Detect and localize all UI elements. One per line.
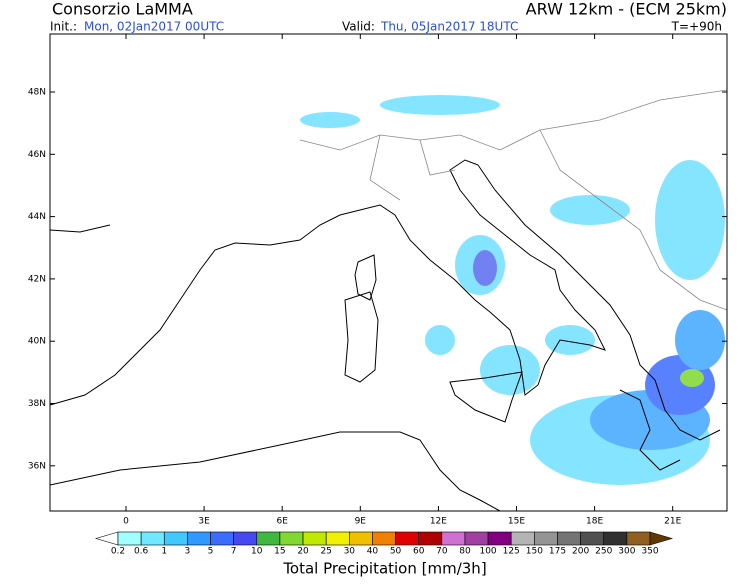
lon-label: 21E — [664, 517, 681, 527]
colorbar-box — [441, 531, 466, 546]
colorbar-box — [163, 531, 188, 546]
colorbar-arrow — [94, 531, 119, 546]
colorbar-label: 350 — [641, 547, 658, 557]
colorbar-label: 300 — [618, 547, 635, 557]
colorbar-label: 10 — [251, 547, 263, 557]
colorbar-box — [279, 531, 304, 546]
colorbar-label: 100 — [479, 547, 496, 557]
colorbar-box — [140, 531, 165, 546]
lat-label: 46N — [28, 150, 46, 160]
lon-label: 15E — [508, 517, 525, 527]
lon-label: 12E — [430, 517, 447, 527]
colorbar-label: 15 — [274, 547, 285, 557]
colorbar-label: 250 — [595, 547, 612, 557]
colorbar-box — [418, 531, 443, 546]
colorbar-label: 70 — [436, 547, 448, 557]
colorbar-label: 5 — [208, 547, 214, 557]
borders — [299, 89, 728, 311]
valid-label: Valid: — [342, 20, 375, 34]
colorbar-label: 60 — [413, 547, 425, 557]
colorbar-label: 0.6 — [134, 547, 149, 557]
colorbar-label: 7 — [231, 547, 237, 557]
colorbar-label: 175 — [549, 547, 566, 557]
colorbar-label: 0.2 — [111, 547, 125, 557]
lat-label: 36N — [28, 461, 46, 471]
colorbar-box — [117, 531, 142, 546]
colorbar-label: 30 — [344, 547, 356, 557]
precip — [300, 95, 725, 485]
colorbar-box — [395, 531, 419, 546]
lat-label: 48N — [28, 88, 46, 98]
colorbar-box — [302, 531, 327, 546]
lat-label: 38N — [28, 399, 46, 409]
lon-label: 6E — [276, 517, 288, 527]
colorbar-box — [349, 531, 373, 546]
colorbar-label: 40 — [367, 547, 379, 557]
colorbar-box — [557, 531, 581, 546]
colorbar-label: 1 — [161, 547, 167, 557]
model: ARW 12km - (ECM 25km) — [526, 0, 727, 19]
colorbar-label: 150 — [526, 547, 543, 557]
colorbar-box — [464, 531, 489, 546]
map-frame — [49, 33, 728, 512]
lon-label: 9E — [355, 517, 367, 527]
colorbar-label: 200 — [572, 547, 589, 557]
colorbar-box — [603, 531, 628, 546]
title: Consorzio LaMMA — [52, 0, 193, 19]
lon-label: 3E — [198, 517, 210, 527]
lead-time: T=+90h — [671, 20, 722, 34]
lat-label: 44N — [28, 212, 46, 222]
axes: 48N 46N 44N 42N 40N 38N 36N 0 3E 6E 9E 12E 15E 18E 21E — [28, 34, 727, 527]
colorbar-arrow — [649, 531, 674, 546]
init-value: Mon, 02Jan2017 00UTC — [84, 20, 224, 34]
colorbar-box — [372, 531, 396, 546]
lat-label: 42N — [28, 274, 46, 284]
coastlines — [49, 159, 721, 512]
colorbar-label: 20 — [297, 547, 309, 557]
colorbar-box — [325, 531, 350, 546]
colorbar-label: 125 — [503, 547, 520, 557]
colorbar: 0.2 0.6 1 3 5 7 10 15 20 25 30 40 50 60 70 80 100 125 150 1… — [94, 531, 674, 557]
colorbar-label: 25 — [320, 547, 331, 557]
colorbar-box — [510, 531, 535, 546]
colorbar-title: Total Precipitation [mm/3h] — [282, 560, 486, 578]
colorbar-box — [187, 531, 211, 546]
lon-label: 0 — [123, 517, 129, 527]
colorbar-box — [233, 531, 258, 546]
colorbar-box — [487, 531, 512, 546]
colorbar-label: 50 — [390, 547, 402, 557]
colorbar-box — [256, 531, 281, 546]
colorbar-box — [210, 531, 234, 546]
colorbar-box — [534, 531, 558, 546]
colorbar-label: 3 — [185, 547, 191, 557]
lon-label: 18E — [586, 517, 603, 527]
valid-value: Thu, 05Jan2017 18UTC — [380, 20, 518, 34]
colorbar-label: 80 — [459, 547, 471, 557]
colorbar-box — [626, 531, 651, 546]
lat-label: 40N — [28, 337, 46, 347]
map — [49, 33, 728, 512]
init-label: Init.: — [50, 20, 77, 34]
colorbar-box — [580, 531, 605, 546]
